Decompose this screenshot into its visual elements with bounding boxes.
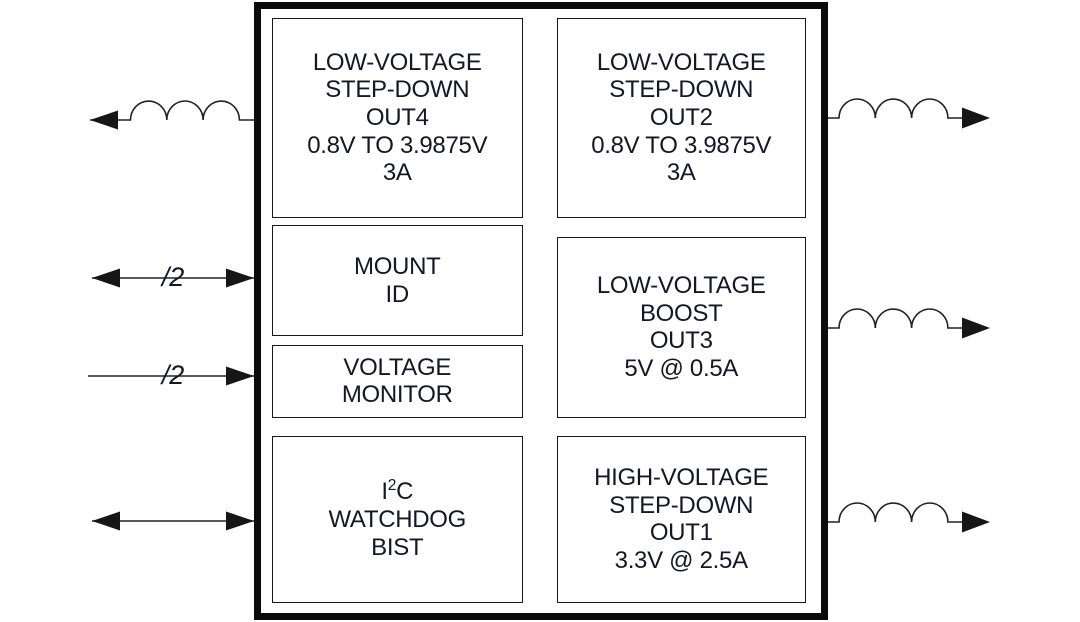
svg-text:/2: /2 [160, 262, 185, 292]
svg-text:/2: /2 [160, 360, 185, 390]
